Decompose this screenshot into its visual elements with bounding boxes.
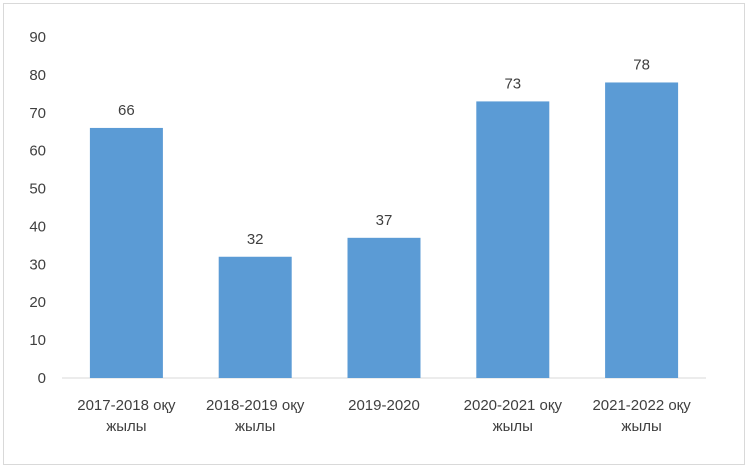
bar	[605, 82, 679, 378]
x-tick-label: 2021-2022 оқу жылы	[592, 397, 691, 435]
data-labels: 66 32 37 73 78	[118, 56, 650, 247]
y-tick-label: 70	[29, 105, 46, 122]
bar	[89, 127, 163, 378]
y-axis-ticks: 0 10 20 30 40 50 60 70 80 90	[29, 29, 46, 387]
data-label: 73	[504, 75, 521, 92]
data-label: 37	[376, 212, 393, 229]
y-tick-label: 50	[29, 181, 46, 198]
data-label: 66	[118, 102, 135, 119]
bar	[218, 256, 292, 378]
y-tick-label: 90	[29, 29, 46, 46]
y-tick-label: 10	[29, 332, 46, 349]
x-tick-label: 2020-2021 оқу жылы	[464, 397, 563, 435]
y-tick-label: 80	[29, 67, 46, 84]
category-labels: 2017-2018 оқу жылы 2018-2019 оқу жылы 2019-2…	[77, 397, 691, 435]
x-tick-label: 2019-2020	[348, 397, 420, 414]
y-tick-label: 20	[29, 294, 46, 311]
y-tick-label: 0	[38, 370, 46, 387]
y-tick-label: 60	[29, 143, 46, 160]
bar	[347, 237, 421, 378]
y-tick-label: 40	[29, 218, 46, 235]
bar	[476, 101, 550, 379]
data-label: 32	[247, 231, 264, 248]
y-tick-label: 30	[29, 256, 46, 273]
x-tick-label: 2017-2018 оқу жылы	[77, 397, 176, 435]
bars	[89, 82, 679, 379]
data-label: 78	[633, 56, 650, 73]
x-tick-label: 2018-2019 оқу жылы	[206, 397, 305, 435]
